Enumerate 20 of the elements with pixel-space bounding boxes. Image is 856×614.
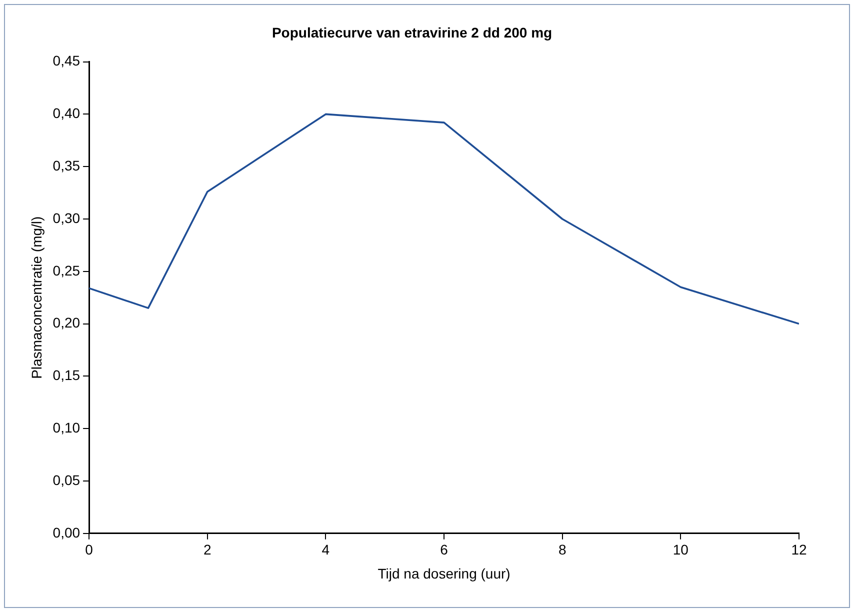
x-tick-label: 8 [558, 542, 566, 558]
y-tick-label: 0,00 [52, 524, 80, 540]
chart-title: Populatiecurve van etravirine 2 dd 200 mg [272, 24, 552, 40]
x-tick-label: 6 [440, 542, 448, 558]
y-tick-label: 0,40 [52, 105, 80, 122]
y-tick-label: 0,45 [52, 52, 80, 69]
y-tick-label: 0,20 [52, 314, 80, 331]
x-tick-label: 10 [672, 542, 689, 558]
y-tick-label: 0,35 [52, 157, 80, 174]
y-tick-label: 0,25 [52, 262, 80, 278]
x-tick-label: 4 [322, 542, 330, 558]
y-tick-label: 0,05 [52, 472, 80, 488]
y-tick-label: 0,30 [52, 210, 80, 226]
x-tick-label: 0 [85, 542, 94, 558]
y-tick-label: 0,15 [52, 367, 80, 384]
y-tick-label: 0,10 [52, 419, 80, 436]
x-axis-title: Tijd na dosering (uur) [378, 565, 510, 582]
y-axis-title: Plasmaconcentratie (mg/l) [28, 216, 44, 379]
x-tick-label: 12 [791, 542, 807, 558]
x-tick-label: 2 [203, 542, 212, 558]
